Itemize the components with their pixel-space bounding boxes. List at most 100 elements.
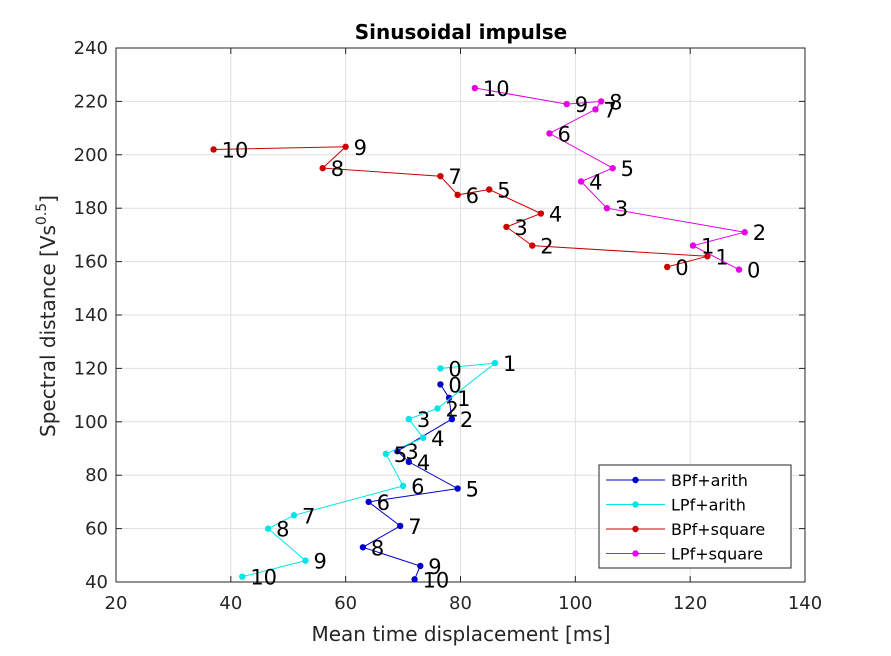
- point-label: 8: [609, 90, 622, 114]
- point-label: 10: [423, 568, 450, 592]
- point-label: 2: [460, 408, 473, 432]
- data-point: [529, 242, 536, 249]
- data-point: [704, 253, 711, 260]
- data-point: [342, 143, 349, 150]
- data-point: [302, 557, 309, 564]
- data-point: [397, 522, 404, 530]
- data-point: [609, 164, 616, 172]
- y-axis-label: Spectral distance [Vs0.5]: [34, 195, 60, 437]
- point-label: 6: [411, 475, 424, 499]
- y-tick-label: 240: [74, 38, 108, 59]
- point-label: 10: [483, 77, 510, 101]
- point-label: 8: [331, 157, 344, 181]
- legend: BPf+arith LPf+arith BPf+square LPf+square: [598, 464, 792, 569]
- point-label: 0: [448, 357, 461, 381]
- y-tick-label: 40: [85, 572, 108, 593]
- data-point: [577, 178, 585, 185]
- point-label: 6: [377, 491, 390, 515]
- legend-item: BPf+arith: [606, 471, 748, 490]
- point-label: 1: [715, 245, 728, 269]
- y-tick-label: 140: [74, 305, 108, 326]
- point-label: 3: [405, 440, 418, 464]
- chart-title: Sinusoidal impulse: [355, 20, 567, 44]
- point-label: 3: [615, 197, 628, 221]
- y-axis-label-sup: 0.5: [34, 203, 50, 225]
- data-point: [319, 164, 326, 172]
- data-point: [603, 205, 611, 212]
- point-label: 5: [497, 179, 510, 203]
- data-point: [434, 405, 441, 412]
- data-point: [405, 415, 413, 423]
- point-label: 5: [466, 478, 479, 502]
- data-point: [664, 263, 671, 271]
- x-tick-label: 20: [105, 593, 128, 614]
- data-point: [486, 186, 493, 193]
- data-point: [365, 498, 372, 506]
- data-point: [537, 210, 545, 217]
- data-point: [399, 482, 407, 490]
- x-tick-label: 80: [449, 593, 472, 614]
- data-point: [454, 191, 461, 199]
- point-label: 10: [222, 138, 249, 162]
- legend-swatch-marker: [632, 501, 639, 508]
- legend-item: LPf+arith: [606, 496, 746, 515]
- data-point: [437, 381, 444, 388]
- y-tick-label: 180: [74, 198, 108, 219]
- point-label: 1: [503, 352, 516, 376]
- point-label: 7: [448, 165, 461, 189]
- data-point: [448, 415, 456, 423]
- y-tick-label: 100: [74, 412, 108, 433]
- point-label: 7: [408, 515, 421, 539]
- legend-swatch-marker: [632, 476, 639, 484]
- data-point: [592, 106, 599, 113]
- data-point: [417, 562, 424, 570]
- point-label: 2: [753, 221, 766, 245]
- legend-item: LPf+square: [606, 545, 763, 564]
- data-point: [359, 544, 367, 551]
- data-point: [405, 458, 413, 466]
- data-point: [411, 576, 418, 583]
- point-label: 6: [557, 122, 570, 146]
- data-point: [563, 100, 570, 108]
- point-label: 1: [457, 387, 470, 411]
- data-point: [290, 512, 298, 519]
- legend-label: BPf+square: [671, 520, 765, 539]
- data-point: [471, 84, 479, 92]
- x-tick-label: 140: [788, 593, 822, 614]
- legend-label: BPf+arith: [671, 471, 748, 490]
- point-label: 3: [417, 408, 430, 432]
- point-label: 9: [575, 93, 588, 117]
- data-point: [597, 98, 605, 105]
- y-tick-label: 80: [85, 465, 108, 486]
- point-label: 5: [621, 157, 634, 181]
- point-label: 8: [276, 518, 289, 542]
- x-tick-label: 100: [558, 593, 592, 614]
- data-point: [437, 365, 444, 372]
- point-label: 9: [313, 550, 326, 574]
- legend-item: BPf+square: [606, 520, 765, 539]
- data-point: [491, 359, 499, 367]
- data-point: [735, 266, 743, 273]
- data-point: [454, 485, 461, 492]
- point-label: 0: [747, 259, 760, 283]
- legend-label: LPf+arith: [671, 496, 746, 515]
- y-tick-label: 200: [74, 145, 108, 166]
- legend-label: LPf+square: [671, 545, 763, 564]
- point-label: 9: [428, 555, 441, 579]
- data-point: [239, 573, 246, 580]
- x-tick-label: 40: [219, 593, 242, 614]
- data-point: [503, 223, 510, 231]
- y-tick-label: 120: [74, 358, 108, 379]
- data-point: [437, 172, 444, 180]
- x-tick-label: 120: [673, 593, 707, 614]
- data-point: [419, 434, 427, 442]
- point-label: 4: [417, 451, 430, 475]
- point-label: 7: [302, 504, 315, 528]
- point-label: 0: [675, 256, 688, 280]
- data-point: [689, 242, 697, 249]
- data-point: [382, 450, 390, 458]
